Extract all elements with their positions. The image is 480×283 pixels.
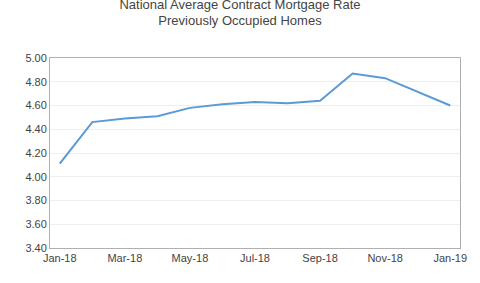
svg-text:4.00: 4.00	[25, 171, 46, 183]
svg-text:Sep-18: Sep-18	[302, 252, 337, 264]
svg-text:5.00: 5.00	[25, 52, 46, 64]
svg-text:Mar-18: Mar-18	[107, 252, 142, 264]
svg-text:4.20: 4.20	[25, 147, 46, 159]
svg-text:Jan-18: Jan-18	[43, 252, 77, 264]
svg-text:3.80: 3.80	[25, 194, 46, 206]
svg-text:National Average Contract Mort: National Average Contract Mortgage RateP…	[119, 0, 360, 28]
svg-text:Nov-18: Nov-18	[367, 252, 402, 264]
svg-text:3.40: 3.40	[25, 242, 46, 254]
svg-text:4.80: 4.80	[25, 76, 46, 88]
svg-text:4.40: 4.40	[25, 123, 46, 135]
svg-text:May-18: May-18	[172, 252, 209, 264]
svg-text:3.60: 3.60	[25, 218, 46, 230]
svg-text:4.60: 4.60	[25, 99, 46, 111]
svg-text:Jul-18: Jul-18	[240, 252, 270, 264]
svg-text:Jan-19: Jan-19	[433, 252, 467, 264]
